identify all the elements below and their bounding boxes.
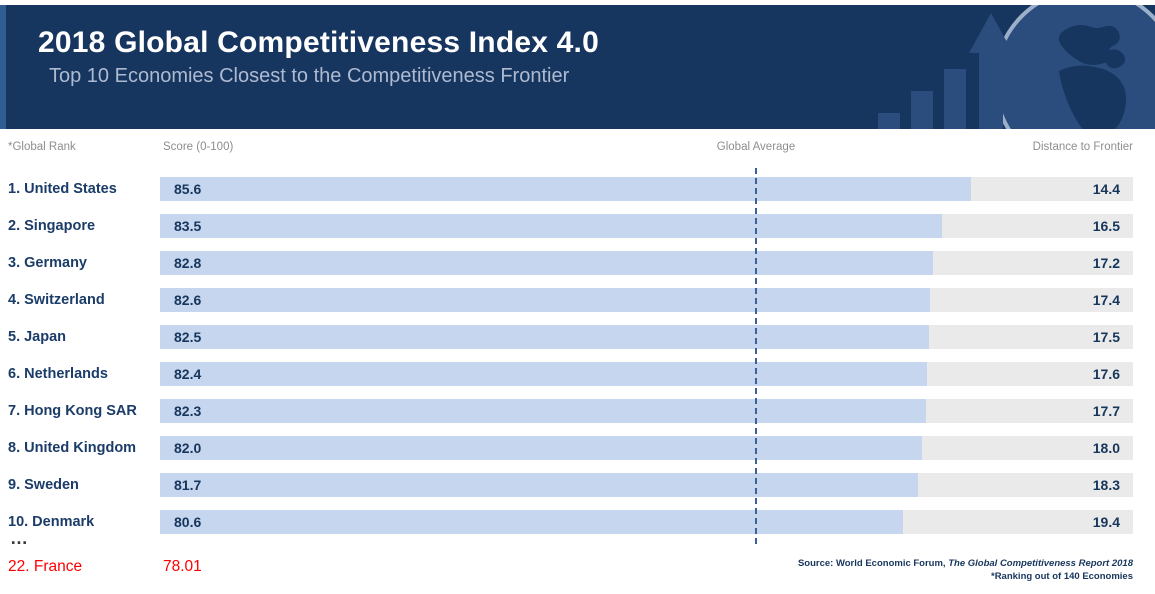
- source-report-title: The Global Competitiveness Report 2018: [948, 558, 1133, 569]
- global-average-line: [755, 168, 757, 545]
- row-label: 3. Germany: [8, 255, 87, 271]
- score-bar: 82.4: [160, 362, 928, 386]
- score-bar: 80.6: [160, 510, 903, 534]
- score-value: 82.6: [174, 292, 202, 308]
- distance-value: 17.5: [1092, 329, 1120, 345]
- table-row: 3. Germany 82.8 17.2: [0, 251, 1155, 275]
- score-bar: 81.7: [160, 473, 918, 497]
- row-label: 10. Denmark: [8, 514, 95, 530]
- table-row: 9. Sweden 81.7 18.3: [0, 473, 1155, 497]
- ellipsis: …: [10, 528, 29, 548]
- distance-bar: 16.5: [942, 214, 1133, 238]
- row-label: 2. Singapore: [8, 218, 96, 234]
- distance-value: 14.4: [1092, 181, 1120, 197]
- chart-rows: 1. United States 85.6 14.4 2. Singapore …: [0, 177, 1155, 547]
- score-bar: 82.3: [160, 399, 927, 423]
- distance-bar: 18.0: [921, 436, 1133, 460]
- page-title: 2018 Global Competitiveness Index 4.0: [38, 26, 599, 59]
- table-row: 5. Japan 82.5 17.5: [0, 325, 1155, 349]
- score-bar: 82.5: [160, 325, 929, 349]
- distance-bar: 17.4: [930, 288, 1133, 312]
- score-value: 85.6: [174, 181, 202, 197]
- source-note: Source: World Economic Forum, The Global…: [798, 557, 1133, 583]
- bar-track: 82.5 17.5: [160, 325, 1133, 349]
- bar-track: 82.6 17.4: [160, 288, 1133, 312]
- bar-track: 82.8 17.2: [160, 251, 1133, 275]
- row-label: 4. Switzerland: [8, 292, 105, 308]
- extra-row-score: 78.01: [163, 558, 202, 575]
- bar-track: 83.5 16.5: [160, 214, 1133, 238]
- score-value: 82.3: [174, 403, 202, 419]
- bar-track: 81.7 18.3: [160, 473, 1133, 497]
- bar-track: 82.0 18.0: [160, 436, 1133, 460]
- ranking-note: *Ranking out of 140 Economies: [991, 571, 1133, 582]
- row-label: 7. Hong Kong SAR: [8, 403, 137, 419]
- distance-bar: 14.4: [970, 177, 1133, 201]
- row-label: 9. Sweden: [8, 477, 79, 493]
- row-label: 1. United States: [8, 181, 117, 197]
- distance-value: 17.7: [1092, 403, 1120, 419]
- table-row: 4. Switzerland 82.6 17.4: [0, 288, 1155, 312]
- row-label: 6. Netherlands: [8, 366, 108, 382]
- distance-bar: 19.4: [902, 510, 1133, 534]
- score-value: 83.5: [174, 218, 202, 234]
- score-value: 82.8: [174, 255, 202, 271]
- bar-track: 82.4 17.6: [160, 362, 1133, 386]
- score-bar: 82.6: [160, 288, 931, 312]
- distance-value: 18.3: [1092, 477, 1120, 493]
- growth-globe-icon: [878, 5, 1155, 129]
- table-row: 7. Hong Kong SAR 82.3 17.7: [0, 399, 1155, 423]
- table-row: 10. Denmark 80.6 19.4: [0, 510, 1155, 534]
- table-row: 6. Netherlands 82.4 17.6: [0, 362, 1155, 386]
- table-row: 1. United States 85.6 14.4: [0, 177, 1155, 201]
- page-subtitle: Top 10 Economies Closest to the Competit…: [49, 65, 570, 87]
- score-value: 82.0: [174, 440, 202, 456]
- column-header-rank: *Global Rank: [8, 141, 76, 153]
- score-value: 80.6: [174, 514, 202, 530]
- bar-track: 80.6 19.4: [160, 510, 1133, 534]
- distance-bar: 17.7: [926, 399, 1133, 423]
- distance-bar: 17.5: [928, 325, 1133, 349]
- distance-bar: 17.6: [927, 362, 1133, 386]
- score-bar: 85.6: [160, 177, 971, 201]
- score-bar: 82.0: [160, 436, 922, 460]
- distance-bar: 18.3: [917, 473, 1133, 497]
- distance-bar: 17.2: [932, 251, 1133, 275]
- bar-track: 82.3 17.7: [160, 399, 1133, 423]
- distance-value: 19.4: [1092, 514, 1120, 530]
- score-bar: 83.5: [160, 214, 943, 238]
- distance-value: 17.4: [1092, 292, 1120, 308]
- header-banner: 2018 Global Competitiveness Index 4.0 To…: [0, 5, 1155, 129]
- distance-value: 17.2: [1092, 255, 1120, 271]
- score-value: 82.5: [174, 329, 202, 345]
- score-bar: 82.8: [160, 251, 933, 275]
- bar-track: 85.6 14.4: [160, 177, 1133, 201]
- distance-value: 16.5: [1092, 218, 1120, 234]
- extra-row-label: 22. France: [8, 558, 83, 575]
- score-value: 81.7: [174, 477, 202, 493]
- distance-value: 18.0: [1092, 440, 1120, 456]
- score-value: 82.4: [174, 366, 202, 382]
- table-row: 2. Singapore 83.5 16.5: [0, 214, 1155, 238]
- row-label: 8. United Kingdom: [8, 440, 137, 456]
- distance-value: 17.6: [1092, 366, 1120, 382]
- row-label: 5. Japan: [8, 329, 67, 345]
- column-header-global-average: Global Average: [716, 141, 796, 153]
- column-header-score: Score (0-100): [163, 141, 234, 153]
- source-line: Source: World Economic Forum, The Global…: [797, 558, 1133, 569]
- table-row: 8. United Kingdom 82.0 18.0: [0, 436, 1155, 460]
- column-header-distance: Distance to Frontier: [1032, 141, 1133, 153]
